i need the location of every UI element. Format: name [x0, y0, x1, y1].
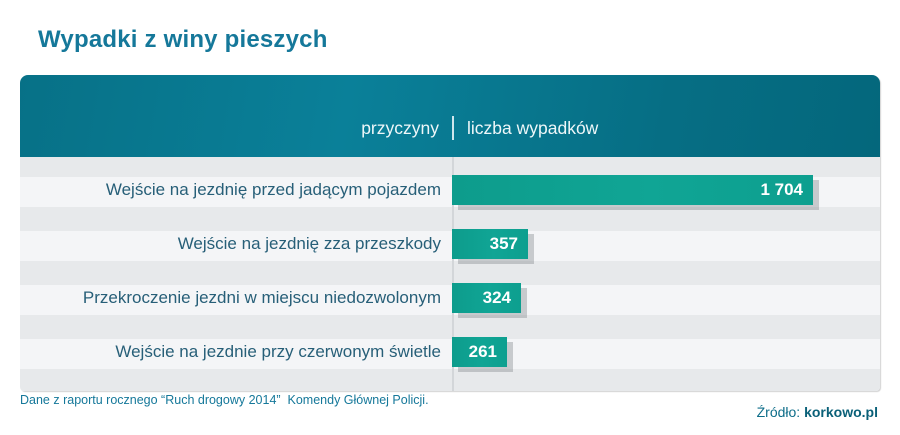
bar: 1 704	[452, 175, 813, 205]
bar: 324	[452, 283, 521, 313]
chart-body: Wejście na jezdnię przed jadącym pojazde…	[20, 157, 880, 391]
source-label: Źródło:	[756, 404, 805, 420]
chart-panel: przyczyny liczba wypadków Wejście na jez…	[20, 75, 880, 391]
table-row: Wejście na jezdnię przed jadącym pojazde…	[20, 175, 880, 229]
bar-value: 324	[482, 288, 511, 307]
table-row: Wejście na jezdnie przy czerwonym świetl…	[20, 337, 880, 391]
table-row: Przekroczenie jezdni w miejscu niedozwol…	[20, 283, 880, 337]
bar: 261	[452, 337, 507, 367]
bar: 357	[452, 229, 528, 259]
row-label: Przekroczenie jezdni w miejscu niedozwol…	[82, 288, 441, 307]
bar-value: 261	[468, 342, 497, 361]
axis-divider	[452, 157, 454, 391]
table-row: Wejście na jezdnię zza przeszkody 357	[20, 229, 880, 283]
column-header-count: liczba wypadków	[467, 117, 599, 138]
data-source-note: Dane z raportu rocznego “Ruch drogowy 20…	[20, 393, 429, 407]
bar-value: 1 704	[760, 180, 803, 199]
column-header-causes: przyczyny	[361, 117, 439, 138]
bar-value: 357	[489, 234, 518, 253]
page-title: Wypadki z winy pieszych	[38, 26, 328, 53]
source-name: korkowo.pl	[804, 404, 878, 420]
row-label: Wejście na jezdnie przy czerwonym świetl…	[115, 342, 441, 361]
bar-rows: Wejście na jezdnię przed jadącym pojazde…	[20, 175, 880, 391]
row-label: Wejście na jezdnię zza przeszkody	[177, 234, 441, 253]
row-label: Wejście na jezdnię przed jadącym pojazde…	[105, 180, 441, 199]
source-credit: Źródło: korkowo.pl	[757, 404, 878, 420]
chart-header: przyczyny liczba wypadków	[20, 75, 880, 157]
header-divider	[452, 116, 454, 140]
